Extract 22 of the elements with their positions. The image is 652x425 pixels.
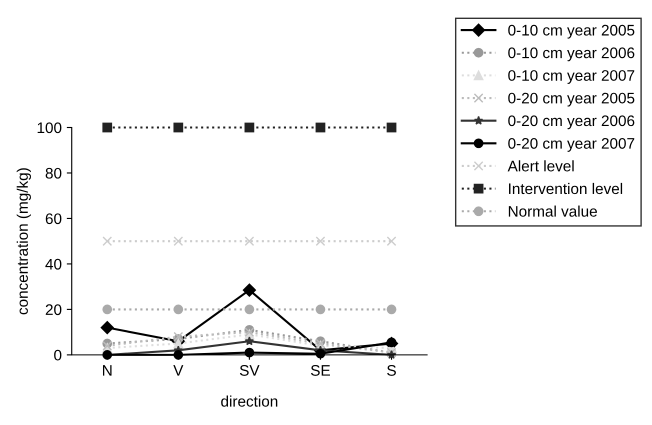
legend-label: Alert level (508, 160, 574, 172)
legend-label: 0-10 cm year 2006 (508, 47, 634, 62)
y-axis-title: concentration (mg/kg) (16, 168, 31, 314)
legend-label: Intervention level (509, 182, 622, 194)
legend-label: 0-20 cm year 2005 (508, 92, 634, 107)
y-tick-label: 100 (38, 122, 62, 134)
y-tick-label: 20 (46, 304, 62, 316)
x-tick-label: SV (240, 365, 260, 376)
x-axis-title: direction (221, 396, 278, 407)
x-tick-label: N (102, 365, 112, 376)
y-tick-label: 40 (45, 258, 62, 270)
legend-label: 0-10 cm year 2007 (508, 70, 634, 84)
y-tick-label: 80 (46, 168, 62, 179)
legend-label: 0-20 cm year 2007 (508, 138, 634, 152)
y-tick-label: 0 (54, 350, 62, 361)
legend-label: Normal value (508, 206, 597, 217)
x-tick-label: S (387, 365, 396, 376)
y-tick-label: 60 (46, 213, 62, 224)
legend-label: 0-10 cm year 2005 (508, 24, 634, 39)
legend-label: 0-20 cm year 2006 (508, 115, 634, 130)
x-tick-label: V (173, 365, 184, 376)
x-tick-label: SE (310, 365, 330, 376)
